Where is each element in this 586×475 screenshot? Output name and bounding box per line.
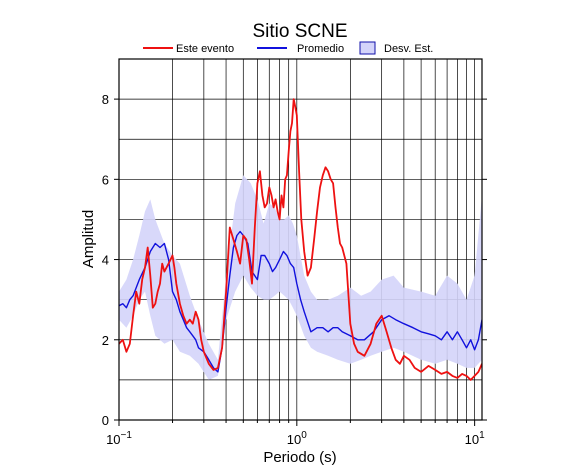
y-tick-label: 0 — [102, 413, 109, 428]
series-layer — [119, 98, 482, 381]
x-axis-label: Periodo (s) — [263, 449, 336, 466]
plot-frame — [118, 58, 483, 421]
std-band — [119, 175, 482, 380]
legend: Este evento Promedio Desv. Est. — [143, 41, 433, 55]
y-axis-label: Amplitud — [80, 210, 97, 268]
chart-title: Sitio SCNE — [252, 21, 347, 42]
y-tick-label: 8 — [102, 92, 109, 107]
legend-label: Promedio — [297, 43, 344, 55]
axis-ticks: 0 2 4 6 8 10−1 100 101 — [102, 92, 487, 447]
legend-swatch-box — [359, 41, 376, 55]
x-tick-label: 100 — [287, 430, 307, 447]
y-tick-label: 4 — [102, 253, 109, 268]
x-tick-label: 101 — [465, 430, 485, 447]
std-band-layer — [119, 175, 482, 380]
legend-label: Desv. Est. — [384, 43, 433, 55]
series-line-promedio — [119, 230, 482, 373]
x-tick-label: 10−1 — [106, 430, 132, 447]
series-line-este-evento — [119, 98, 482, 381]
y-tick-label: 6 — [102, 172, 109, 187]
legend-label: Este evento — [176, 43, 234, 55]
y-tick-label: 2 — [102, 333, 109, 348]
